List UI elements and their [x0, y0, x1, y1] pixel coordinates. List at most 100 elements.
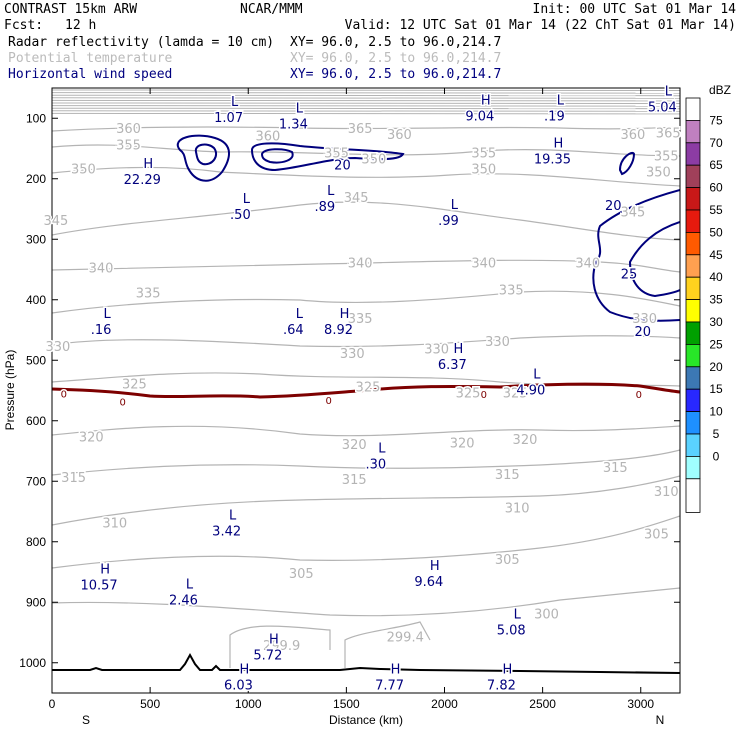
theta-contour-label: 310: [102, 517, 127, 532]
extremum-kind: L: [378, 441, 386, 456]
theta-line-345: [52, 201, 680, 241]
extremum-marker: L.99: [437, 197, 461, 231]
wind-contour-inner: [194, 143, 218, 166]
colorbar-swatch: [685, 187, 701, 211]
zero-line-label: 0: [119, 397, 125, 408]
extremum-value: 5.08: [497, 624, 526, 639]
theta-line-299-left: [229, 625, 331, 668]
org-label: NCAR/MMM: [240, 2, 303, 17]
extremum-value: 9.64: [414, 575, 443, 590]
wind-labels: 20 20 25 20: [333, 157, 653, 341]
extremum-kind: H: [240, 663, 250, 678]
colorbar-label: 25: [709, 337, 723, 351]
colorbar-label: 30: [709, 315, 723, 329]
extremum-marker: H8.92: [323, 305, 355, 339]
theta-contour-label: 360: [255, 129, 280, 144]
top-isentrope-line: [52, 112, 680, 115]
colorbar-label: 35: [709, 293, 723, 307]
x-tick-label: 2500: [529, 697, 556, 711]
extremum-marker: L1.07: [213, 94, 245, 128]
theta-contour-label: 325: [122, 377, 147, 392]
y-tick-label: 600: [26, 414, 46, 428]
theta-contour-label: 350: [471, 163, 496, 178]
top-isentrope-line: [52, 92, 680, 94]
theta-contour-label: 360: [620, 128, 645, 143]
header: CONTRAST 15km ARW NCAR/MMM Init: 00 UTC …: [4, 2, 736, 82]
zero-line-label: 0: [61, 390, 67, 401]
theta-contour-label: 345: [344, 191, 369, 206]
colorbar-label: 15: [709, 382, 723, 396]
extremum-value: .50: [230, 208, 251, 223]
theta-contour-label: 325: [503, 387, 528, 402]
zero-line-label: 0: [481, 390, 487, 401]
theta-contour-label: 345: [620, 206, 645, 221]
extremum-value: .19: [544, 109, 565, 124]
fcst-label: Fcst:: [4, 18, 43, 33]
theta-contour-label: 355: [116, 138, 141, 153]
zero-line-label: 0: [326, 396, 332, 407]
x-tick-label: 1000: [235, 697, 262, 711]
colorbar-swatch: [685, 164, 701, 188]
extremum-kind: L: [103, 307, 111, 322]
y-tick-label: 300: [26, 232, 46, 246]
extremum-marker: L5.08: [495, 606, 527, 640]
x-axis-label: Distance (km): [329, 713, 403, 727]
extremum-kind: L: [186, 577, 194, 592]
extremum-kind: H: [453, 342, 463, 357]
extremum-marker: H10.57: [79, 561, 119, 595]
extremum-kind: L: [229, 508, 237, 523]
theta-contour-label: 330: [424, 342, 449, 357]
colorbar-swatch: [685, 455, 701, 480]
colorbar-swatch: [685, 209, 701, 233]
extremum-marker: H7.82: [485, 661, 517, 695]
theta-contour-label: 330: [485, 335, 510, 350]
wind-contour-middle: [250, 142, 405, 172]
wind-contour-right-inner: [628, 221, 680, 298]
colorbar-label: 0: [713, 449, 720, 463]
theta-contour-label: 365: [348, 122, 373, 137]
colorbar-swatch: [685, 343, 701, 368]
extremum-kind: H: [100, 562, 110, 577]
theta-contour-label: 355: [654, 149, 679, 164]
wind-contour-label: 25: [621, 267, 638, 282]
extremum-marker: H22.29: [122, 155, 162, 189]
theta-line-310: [52, 475, 680, 526]
extremum-value: 7.82: [487, 679, 516, 694]
theta-contour-label: 299.9: [263, 639, 300, 654]
extremum-marker: H7.77: [374, 661, 406, 695]
theta-contour-label: 315: [603, 461, 628, 476]
extremum-value: 1.07: [214, 111, 243, 126]
extremum-kind: H: [481, 93, 491, 108]
theta-contour-label: 330: [45, 340, 70, 355]
extremum-kind: H: [430, 559, 440, 574]
wind-contour-label: 20: [634, 325, 651, 340]
colorbar-swatch-bottom: [685, 478, 701, 513]
top-isentrope-line: [52, 110, 680, 112]
extremum-marker: L.64: [282, 305, 306, 339]
extremum-marker: L.50: [229, 191, 253, 225]
extremum-kind: H: [269, 632, 279, 647]
top-isentrope-line: [52, 105, 680, 107]
extremum-value: 19.35: [534, 152, 571, 167]
field-xy-reflectivity: XY= 96.0, 2.5 to 96.0,214.7: [290, 35, 501, 50]
colorbar-unit: dBZ: [709, 83, 731, 97]
extremum-kind: L: [327, 184, 335, 199]
theta-contour-label: 365: [656, 126, 681, 141]
colorbar-swatch: [685, 231, 701, 256]
y-tick-label: 400: [26, 293, 46, 307]
extremum-kind: H: [554, 136, 564, 151]
y-tick-label: 800: [26, 535, 46, 549]
theta-contour-label: 315: [342, 473, 367, 488]
theta-contour-label: 355: [324, 146, 349, 161]
colorbar-label: 50: [709, 225, 723, 239]
wind-contours: [176, 134, 680, 322]
theta-contour-label: 345: [44, 214, 69, 229]
theta-contour-label: 320: [513, 433, 538, 448]
zero-reflectivity-line: [52, 382, 680, 399]
theta-contour-label: 305: [289, 567, 314, 582]
x-tick-label: 500: [140, 697, 160, 711]
colorbar-swatch: [685, 388, 701, 413]
field-name-wind: Horizontal wind speed: [8, 67, 172, 82]
field-name-theta: Potential temperature: [8, 51, 173, 66]
theta-contour-label: 320: [342, 438, 367, 453]
